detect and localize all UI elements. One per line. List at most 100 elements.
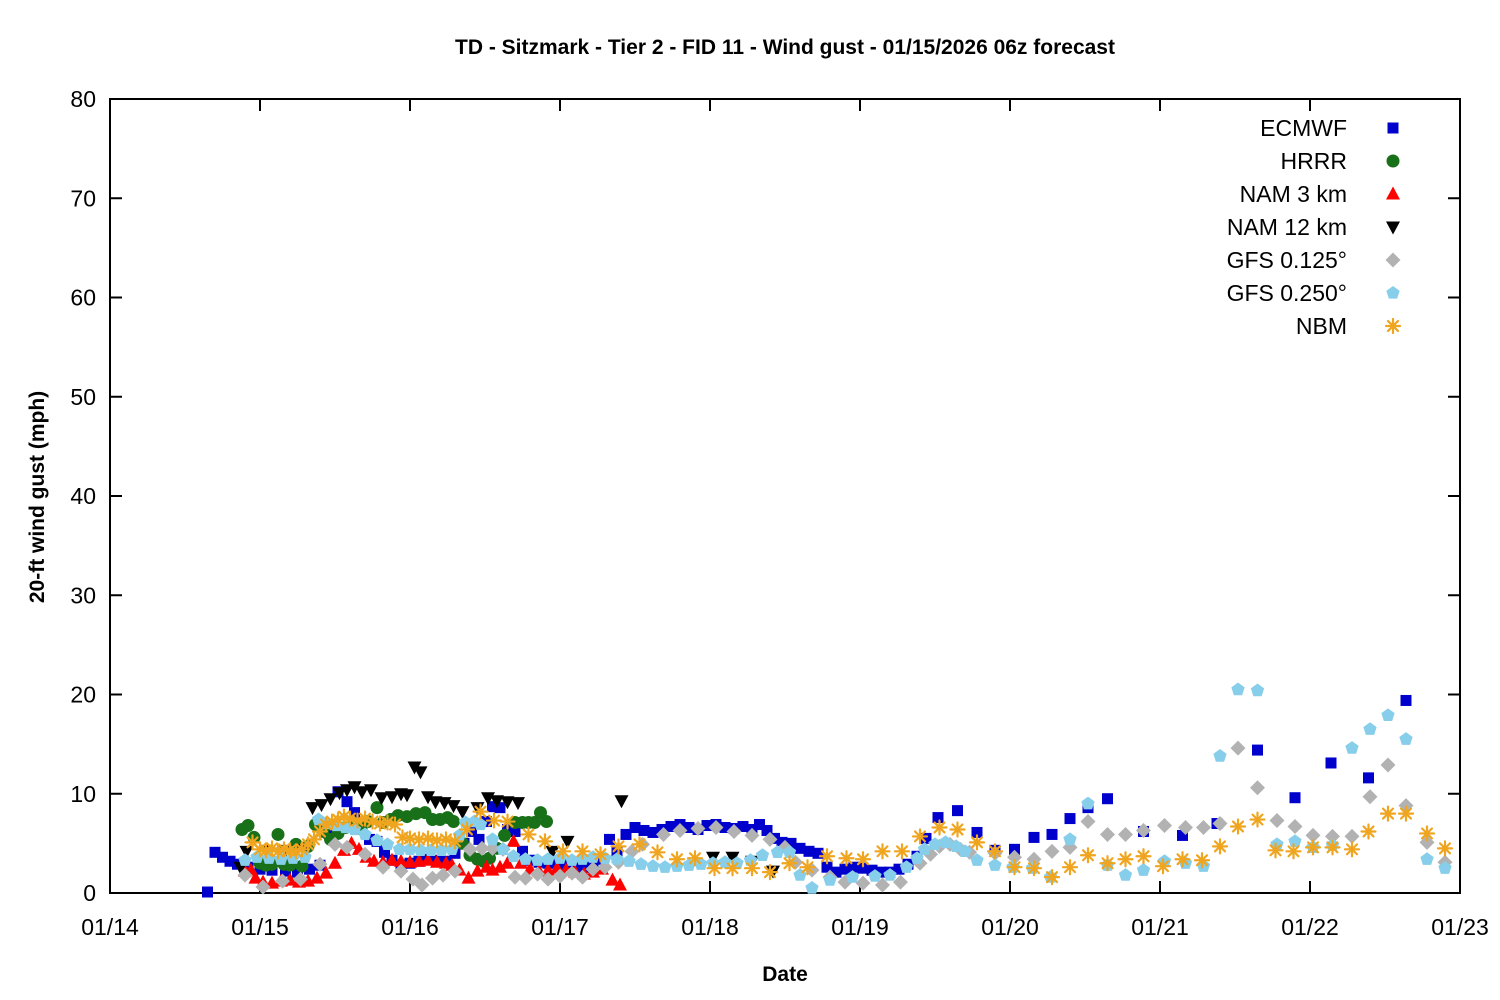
data-point xyxy=(1285,843,1302,860)
data-point xyxy=(988,858,1002,871)
data-point xyxy=(647,826,659,838)
data-point xyxy=(202,886,213,898)
data-point xyxy=(1230,740,1246,756)
data-point xyxy=(413,843,428,856)
y-tick-label: 60 xyxy=(70,285,96,311)
data-point xyxy=(393,863,409,879)
data-point xyxy=(328,855,342,869)
data-point xyxy=(672,822,688,838)
data-point xyxy=(554,843,572,860)
data-point xyxy=(314,799,329,813)
data-point xyxy=(528,816,541,830)
data-point xyxy=(893,843,911,860)
data-point xyxy=(1345,741,1359,754)
data-point xyxy=(511,797,525,811)
legend-item-nam-3-km: NAM 3 km xyxy=(1240,181,1400,207)
data-point xyxy=(414,877,430,893)
data-point xyxy=(452,828,467,842)
legend-label: GFS 0.250° xyxy=(1227,280,1347,306)
data-point xyxy=(1250,780,1265,796)
data-point xyxy=(1136,822,1151,838)
data-point xyxy=(785,837,797,849)
data-point xyxy=(854,851,872,868)
data-point xyxy=(1269,813,1285,829)
data-point xyxy=(400,789,414,803)
y-tick-label: 0 xyxy=(83,880,96,906)
data-point xyxy=(646,859,660,872)
data-point xyxy=(1252,744,1263,756)
data-point xyxy=(349,807,360,819)
data-point xyxy=(610,852,624,865)
data-point xyxy=(500,855,515,869)
y-tick-label: 80 xyxy=(70,86,96,112)
data-point xyxy=(1081,796,1095,810)
data-point xyxy=(509,825,521,837)
data-point xyxy=(1287,819,1303,835)
data-point xyxy=(605,872,620,886)
data-point xyxy=(1100,826,1115,842)
data-point xyxy=(754,819,765,831)
data-point xyxy=(986,843,1004,860)
data-point xyxy=(209,846,221,858)
y-tick-label: 20 xyxy=(70,682,96,708)
data-point xyxy=(446,800,461,814)
data-point xyxy=(496,842,510,855)
pentagon-legend-marker-icon xyxy=(1386,286,1400,299)
data-point xyxy=(931,819,948,836)
data-point xyxy=(781,855,798,872)
data-point xyxy=(656,826,671,842)
diamond-legend-marker-icon xyxy=(1385,252,1401,268)
data-point xyxy=(461,870,476,884)
data-point xyxy=(821,861,833,873)
data-point xyxy=(506,849,521,862)
data-point xyxy=(1007,849,1022,865)
data-point xyxy=(719,821,731,833)
data-point xyxy=(304,863,315,875)
data-point xyxy=(761,864,779,881)
data-point xyxy=(367,853,381,867)
x-tick-label: 01/19 xyxy=(831,914,889,940)
data-point xyxy=(848,861,860,873)
data-point xyxy=(701,820,713,832)
data-point xyxy=(392,842,407,855)
y-tick-label: 70 xyxy=(70,185,96,211)
data-point xyxy=(1178,819,1193,835)
data-point xyxy=(592,846,609,863)
data-point xyxy=(310,870,324,884)
data-point xyxy=(899,860,914,873)
data-point xyxy=(708,819,724,835)
data-point xyxy=(425,870,440,886)
data-point xyxy=(1177,829,1188,841)
chart-title: TD - Sitzmark - Tier 2 - FID 11 - Wind g… xyxy=(455,36,1115,59)
data-point xyxy=(830,866,842,878)
data-point xyxy=(370,833,384,847)
data-point xyxy=(474,840,490,856)
data-point xyxy=(1344,828,1360,844)
data-point xyxy=(357,846,373,862)
legend-item-hrrr: HRRR xyxy=(1281,148,1400,174)
data-point xyxy=(462,841,478,857)
data-point xyxy=(782,845,797,858)
data-point xyxy=(911,828,929,845)
data-point xyxy=(473,817,488,831)
data-point xyxy=(1379,805,1397,822)
data-point xyxy=(868,869,882,882)
data-point xyxy=(1229,818,1247,835)
data-point xyxy=(770,845,785,858)
data-point xyxy=(1099,855,1116,872)
circle-legend-marker-icon xyxy=(1386,154,1400,168)
data-point xyxy=(665,821,677,833)
data-point xyxy=(530,866,545,882)
data-point xyxy=(928,837,942,851)
data-point xyxy=(507,869,523,885)
data-point xyxy=(305,802,320,816)
data-point xyxy=(1174,851,1191,868)
data-point xyxy=(845,870,860,883)
data-point xyxy=(386,816,404,833)
data-point xyxy=(610,838,627,855)
data-point xyxy=(552,868,568,884)
data-point xyxy=(1324,839,1341,856)
data-point xyxy=(434,843,449,856)
data-point xyxy=(292,866,303,878)
